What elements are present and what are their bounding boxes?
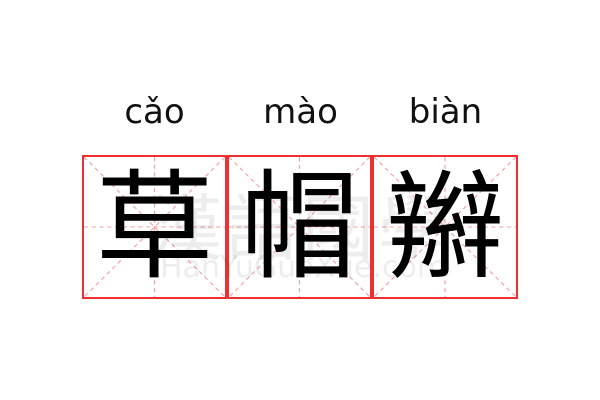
grid-guides bbox=[229, 157, 370, 297]
grid-guides bbox=[84, 157, 225, 297]
char-box-2: 辮 bbox=[372, 155, 518, 299]
char-box-0: 草 bbox=[82, 155, 227, 299]
pinyin-0: cǎo bbox=[124, 92, 185, 132]
char-box-1: 帽 bbox=[227, 155, 372, 299]
pinyin-2: biàn bbox=[408, 92, 483, 132]
pinyin-1: mào bbox=[263, 92, 338, 132]
hanzi-0: 草 bbox=[95, 158, 214, 296]
hanzi-1: 帽 bbox=[240, 158, 359, 296]
grid-guides bbox=[374, 157, 516, 297]
hanzi-2: 辮 bbox=[385, 158, 504, 296]
